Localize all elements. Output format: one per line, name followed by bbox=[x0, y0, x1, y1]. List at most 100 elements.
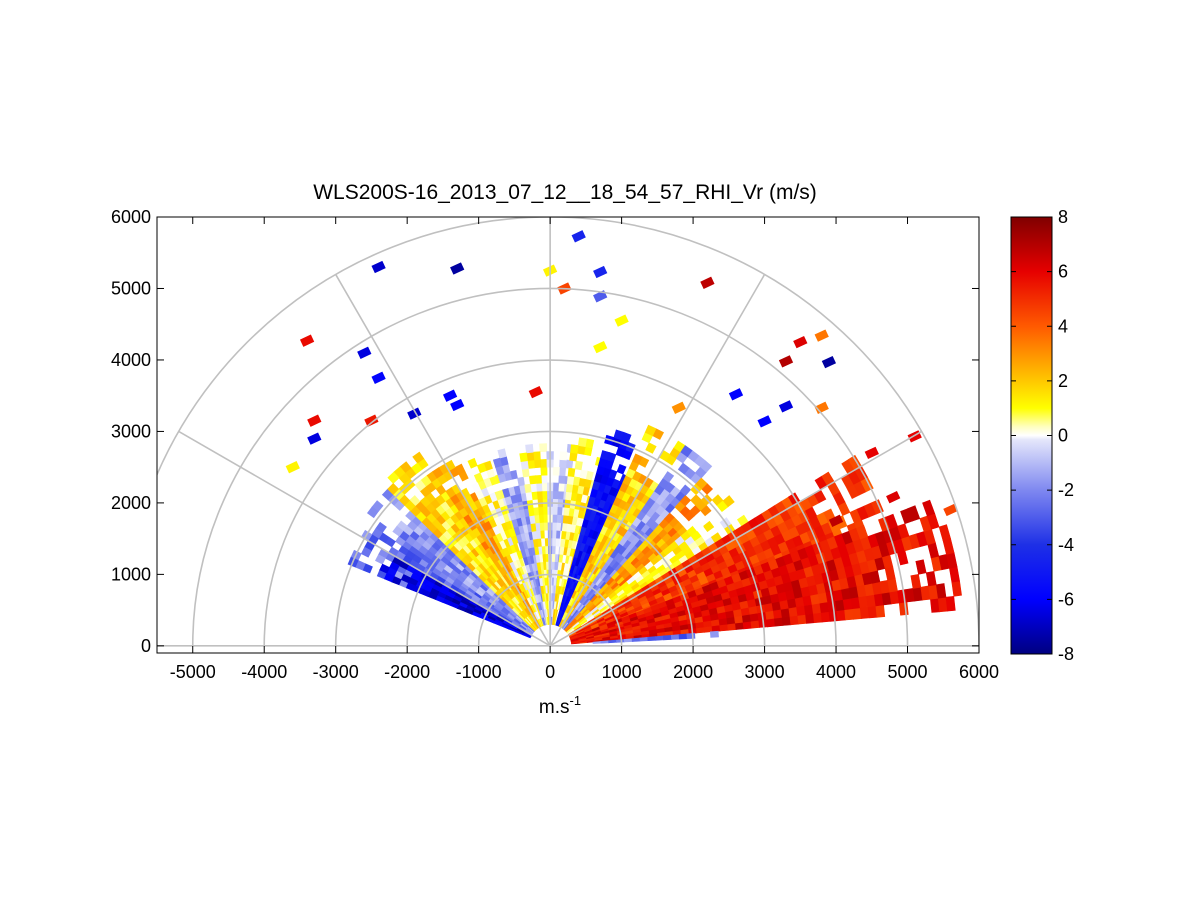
y-tick-label: 6000 bbox=[111, 207, 151, 227]
velocity-cell bbox=[576, 445, 586, 455]
colorbar-tick-label: -4 bbox=[1058, 535, 1074, 555]
velocity-cell bbox=[551, 514, 558, 523]
velocity-cell bbox=[492, 457, 503, 468]
colorbar-gradient bbox=[1010, 216, 1053, 655]
velocity-cell bbox=[555, 522, 562, 531]
velocity-cell bbox=[467, 457, 478, 469]
velocity-cell bbox=[552, 506, 558, 515]
velocity-cell bbox=[551, 561, 555, 570]
velocity-cell bbox=[772, 608, 783, 619]
velocity-cell bbox=[577, 437, 587, 448]
velocity-cell bbox=[765, 610, 775, 620]
velocity-cell bbox=[859, 606, 870, 619]
velocity-cell bbox=[686, 632, 696, 640]
velocity-cell bbox=[613, 429, 625, 441]
velocity-cell bbox=[534, 474, 542, 484]
y-axis: 0 1000 2000 3000 4000 5000 6000 bbox=[111, 207, 979, 656]
velocity-cell bbox=[525, 491, 533, 501]
velocity-cell bbox=[647, 636, 657, 642]
x-axis: -5000 -4000 -3000 -2000 -1000 0 1000 2000 3000 40… bbox=[170, 217, 999, 682]
scatter-cell bbox=[593, 265, 608, 279]
scatter-cell bbox=[671, 401, 686, 414]
velocity-cell bbox=[922, 499, 936, 517]
velocity-cell bbox=[856, 525, 869, 540]
velocity-cell bbox=[695, 477, 708, 490]
velocity-cell bbox=[679, 484, 692, 496]
velocity-cell bbox=[517, 476, 525, 487]
velocity-cell bbox=[387, 482, 400, 495]
velocity-cell bbox=[600, 450, 610, 461]
velocity-cell bbox=[559, 451, 568, 461]
x-tick-label: 3000 bbox=[745, 662, 785, 682]
velocity-cell bbox=[951, 580, 962, 597]
colorbar-tick-label: -2 bbox=[1058, 480, 1074, 500]
velocity-cell bbox=[789, 615, 799, 626]
velocity-cell bbox=[692, 520, 704, 532]
velocity-cell bbox=[781, 616, 792, 626]
scatter-cell bbox=[442, 389, 458, 402]
x-axis-label-base: m.s bbox=[539, 697, 570, 718]
scatter-cell bbox=[886, 491, 901, 504]
velocity-cell bbox=[702, 520, 715, 533]
colorbar-tick-label: 0 bbox=[1058, 426, 1068, 446]
velocity-cell bbox=[560, 538, 566, 548]
velocity-cell bbox=[559, 545, 565, 555]
velocity-cell bbox=[662, 634, 672, 641]
velocity-cell bbox=[565, 483, 574, 493]
velocity-cell bbox=[616, 464, 627, 475]
scatter-cell bbox=[528, 385, 543, 399]
x-tick-label: 0 bbox=[545, 662, 555, 682]
velocity-cell bbox=[552, 466, 560, 476]
velocity-cell bbox=[574, 460, 583, 471]
velocity-cell bbox=[405, 582, 416, 592]
velocity-cell bbox=[836, 609, 846, 622]
x-axis-label-exponent: -1 bbox=[570, 693, 582, 708]
scatter-cell bbox=[757, 415, 772, 428]
velocity-cell bbox=[541, 482, 548, 492]
azimuth-line bbox=[549, 430, 922, 647]
scatter-cell bbox=[614, 314, 629, 327]
velocity-cell bbox=[551, 553, 556, 562]
velocity-cell bbox=[844, 608, 854, 621]
velocity-cell bbox=[569, 452, 578, 462]
velocity-cell bbox=[525, 443, 534, 454]
velocity-cell bbox=[473, 472, 484, 483]
velocity-cell bbox=[565, 491, 573, 501]
axes-box bbox=[156, 216, 980, 654]
scatter-cell bbox=[821, 355, 837, 369]
velocity-cell bbox=[531, 530, 538, 540]
x-tick-label: 6000 bbox=[959, 662, 999, 682]
x-tick-label: -4000 bbox=[241, 662, 287, 682]
velocity-cell bbox=[797, 614, 807, 625]
chart-title: WLS200S-16_2013_07_12__18_54_57_RHI_Vr (… bbox=[313, 181, 817, 204]
velocity-cell bbox=[867, 605, 878, 619]
x-tick-label: 1000 bbox=[602, 662, 642, 682]
x-axis-label: m.s-1 bbox=[539, 693, 581, 718]
x-tick-label: -2000 bbox=[384, 662, 430, 682]
velocity-cell bbox=[608, 639, 617, 644]
velocity-cell bbox=[938, 524, 951, 541]
velocity-cell bbox=[670, 634, 680, 640]
velocity-cell bbox=[644, 424, 657, 437]
scatter-cell bbox=[450, 398, 465, 412]
scatter-cell bbox=[307, 414, 322, 427]
velocity-cell bbox=[907, 505, 921, 522]
velocity-cell bbox=[539, 443, 548, 453]
scatter-cell bbox=[450, 262, 465, 275]
velocity-cell bbox=[766, 617, 776, 628]
scatter-cell bbox=[357, 346, 372, 359]
velocity-cell bbox=[412, 451, 425, 464]
velocity-cell bbox=[820, 611, 831, 623]
velocity-cell bbox=[680, 445, 693, 458]
x-tick-label: 2000 bbox=[673, 662, 713, 682]
velocity-cell bbox=[384, 572, 395, 583]
polar-grid bbox=[157, 217, 979, 647]
colorbar-tick-label: 8 bbox=[1058, 207, 1068, 227]
velocity-cell bbox=[565, 459, 574, 469]
velocity-cell bbox=[631, 637, 641, 642]
velocity-cell bbox=[600, 640, 610, 644]
x-tick-label: -1000 bbox=[456, 662, 502, 682]
velocity-cell bbox=[497, 448, 507, 459]
